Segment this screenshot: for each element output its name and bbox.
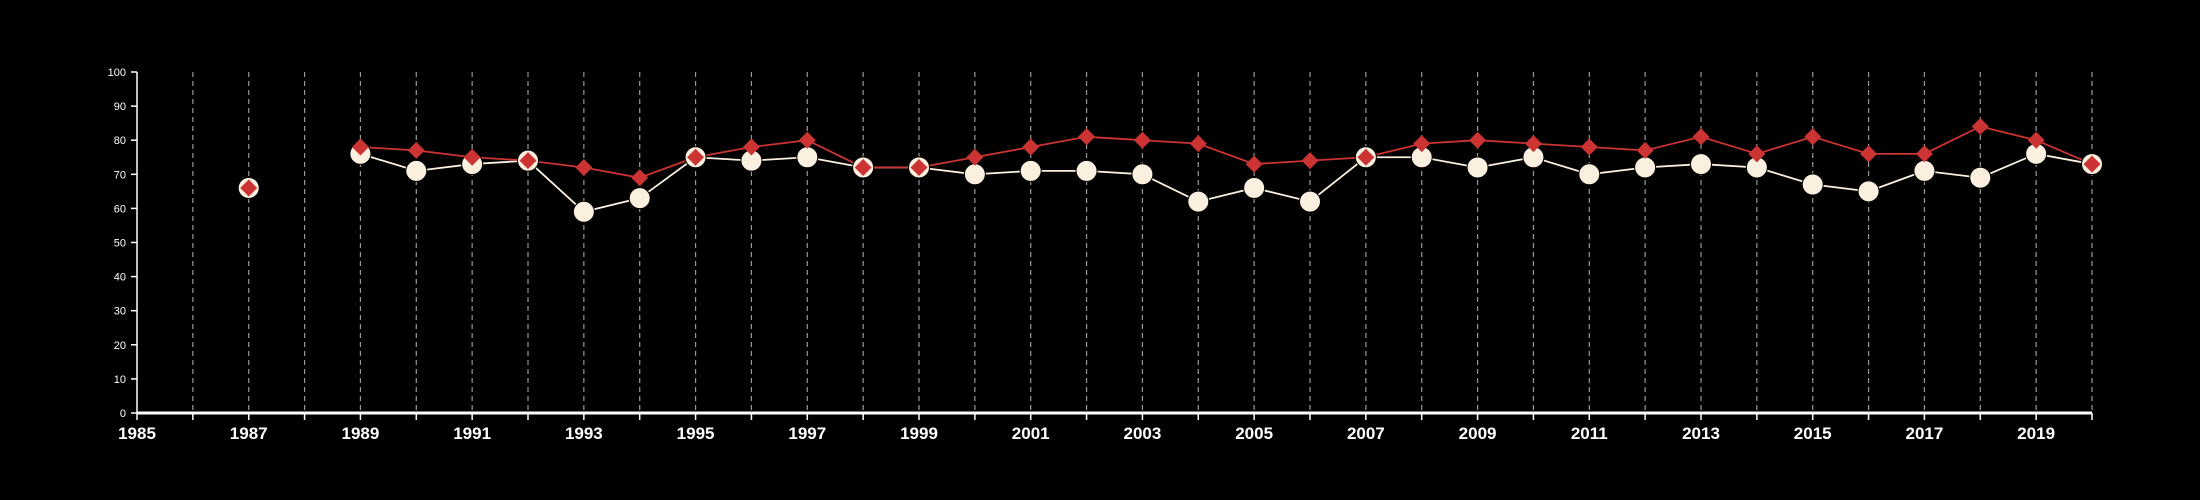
series-b-line [360, 125, 2093, 179]
series-b-point [798, 131, 816, 149]
x-tick-label: 1999 [900, 424, 938, 443]
series-a-point [1299, 190, 1321, 213]
series-a-point [1187, 190, 1210, 213]
series-b-point [1078, 128, 1096, 146]
x-tick-label: 2015 [1794, 424, 1832, 443]
y-tick-label: 20 [114, 340, 126, 352]
y-tick-label: 50 [114, 238, 126, 250]
series-b-point [1022, 138, 1040, 156]
x-tick-label: 2007 [1347, 424, 1385, 443]
series-a-point [628, 187, 651, 210]
series-layer [237, 118, 2103, 223]
series-b-point [1413, 135, 1431, 153]
series-b-point [1580, 138, 1598, 156]
series-b-point [1245, 155, 1263, 173]
series-a-point [963, 163, 986, 186]
x-tick-label: 1991 [453, 424, 491, 443]
y-tick-label: 90 [114, 101, 126, 113]
series-b-point [1804, 128, 1822, 146]
series-b-point [687, 148, 705, 166]
series-b-point [240, 179, 258, 197]
series-b-point [1301, 152, 1319, 170]
x-tick-label: 2005 [1235, 424, 1273, 443]
series-b-point [407, 141, 425, 159]
series-a-point [1969, 166, 1992, 189]
series-b-point [742, 138, 760, 156]
axes: 0 10 20 30 40 50 60 70 80 90 100 1985 1987 1989 1991 19… [108, 67, 2093, 443]
series-a-point [1131, 163, 1154, 186]
x-tick-label: 2013 [1682, 424, 1720, 443]
series-b-point [351, 138, 369, 156]
series-b-point [519, 152, 537, 170]
x-tick-label: 1995 [677, 424, 715, 443]
x-tick-label: 1997 [788, 424, 826, 443]
series-b-point [1469, 131, 1487, 149]
series-b-point [854, 158, 872, 176]
series-a-point [1243, 176, 1266, 199]
y-tick-label: 60 [114, 203, 126, 215]
series-a-point [572, 200, 595, 223]
y-tick-label: 0 [120, 408, 126, 420]
series-b-point [966, 148, 984, 166]
series-b-point [463, 148, 481, 166]
series-b-point [575, 158, 593, 176]
series-a-point [796, 146, 819, 169]
y-tick-label: 100 [108, 67, 126, 79]
x-tick-label: 1993 [565, 424, 603, 443]
x-tick-label: 1985 [118, 424, 156, 443]
series-a-point [1578, 163, 1601, 186]
x-tick-label: 2001 [1012, 424, 1050, 443]
y-tick-label: 30 [114, 306, 126, 318]
series-b-point [1692, 128, 1710, 146]
series-b-point [1915, 145, 1933, 163]
x-tick-label: 2017 [1906, 424, 1944, 443]
series-a-point [1913, 159, 1936, 182]
y-tick-label: 40 [114, 272, 126, 284]
series-b-point [1189, 135, 1207, 153]
series-a-point [1019, 159, 1042, 182]
x-tick-label: 1989 [342, 424, 380, 443]
x-tick-label: 1987 [230, 424, 268, 443]
x-tick-label: 2019 [2017, 424, 2055, 443]
series-b-point [1971, 118, 1989, 136]
series-a-point [405, 159, 428, 182]
series-b-point [1524, 135, 1542, 153]
y-tick-label: 70 [114, 169, 126, 181]
series-b-point [2083, 155, 2101, 173]
series-a-point [1801, 173, 1824, 196]
series-a-point [1634, 156, 1657, 179]
y-tick-label: 10 [114, 374, 126, 386]
x-tick-label: 2011 [1571, 424, 1608, 443]
series-b-point [2027, 131, 2045, 149]
series-b-point [1748, 145, 1766, 163]
series-b-point [1636, 141, 1654, 159]
series-a-point [1690, 153, 1712, 176]
x-tick-label: 2009 [1459, 424, 1497, 443]
series-a-point [1075, 159, 1098, 182]
series-b-point [1860, 145, 1878, 163]
series-a-point [1466, 156, 1489, 179]
series-b-point [631, 169, 649, 187]
series-b-point [1133, 131, 1151, 149]
series-b-point [910, 158, 928, 176]
y-tick-label: 80 [114, 135, 126, 147]
series-a-point [1857, 180, 1880, 203]
x-tick-label: 2003 [1124, 424, 1162, 443]
series-b-point [1357, 148, 1375, 166]
